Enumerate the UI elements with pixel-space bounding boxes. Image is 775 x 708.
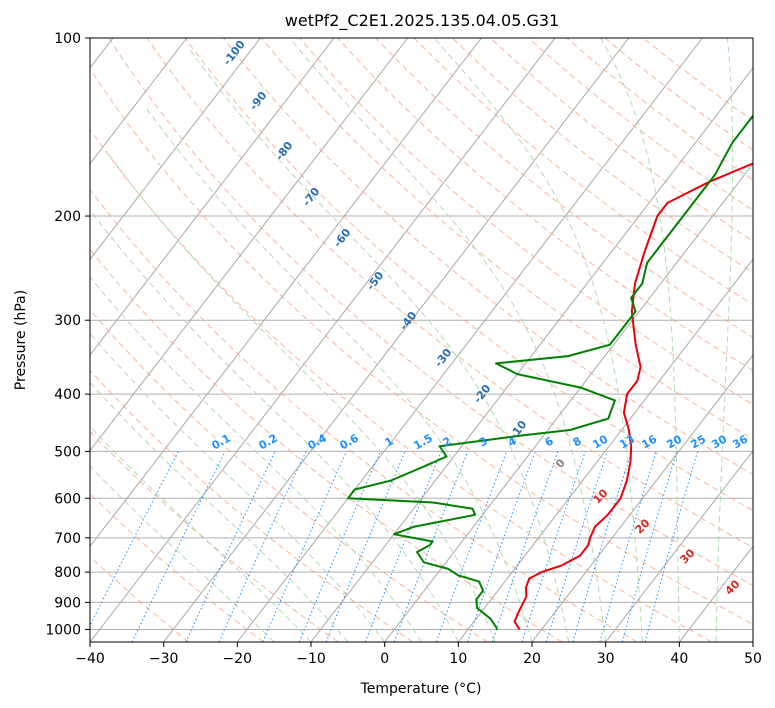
dry-adiabat-line bbox=[90, 188, 638, 642]
background-lines bbox=[90, 38, 753, 642]
dry-adiabat-line bbox=[90, 430, 339, 642]
mixing-ratio-line bbox=[90, 451, 179, 627]
moist-adiabat-line bbox=[90, 209, 459, 642]
x-tick-label: −20 bbox=[223, 651, 253, 667]
mixing-ratio-line bbox=[364, 451, 442, 642]
dry-adiabat-line bbox=[184, 38, 753, 512]
mixing-ratio-line bbox=[599, 451, 657, 642]
x-tick-label: 10 bbox=[449, 651, 467, 667]
mixing-ratio-line bbox=[621, 451, 678, 642]
y-tick-label: 200 bbox=[54, 209, 81, 225]
chart-title: wetPf2_C2E1.2025.135.04.05.G31 bbox=[285, 11, 559, 31]
dry-adiabat-line bbox=[90, 68, 753, 625]
x-tick-label: −10 bbox=[296, 651, 326, 667]
dewpoint-profile bbox=[347, 114, 753, 631]
dry-adiabat-line bbox=[337, 38, 753, 372]
moist-adiabat-line bbox=[289, 38, 607, 642]
mixing-ratio-line bbox=[262, 451, 348, 642]
x-axis-label: Temperature (°C) bbox=[360, 681, 482, 697]
y-tick-label: 500 bbox=[54, 444, 81, 460]
x-tick-label: −40 bbox=[75, 651, 105, 667]
y-tick-label: 1000 bbox=[45, 622, 81, 638]
isotherm-line bbox=[90, 38, 261, 261]
dry-adiabat-line bbox=[299, 38, 753, 406]
y-tick-label: 600 bbox=[54, 491, 81, 507]
dry-adiabat-line bbox=[90, 248, 563, 642]
plot-frame bbox=[89, 37, 754, 643]
dry-adiabat-line bbox=[90, 555, 190, 642]
mixing-ratio-line bbox=[325, 451, 406, 642]
dry-adiabat-line bbox=[108, 38, 753, 587]
mixing-ratio-line bbox=[467, 451, 536, 642]
mixing-ratio-line bbox=[545, 451, 608, 642]
mixing-ratio-line bbox=[491, 451, 559, 642]
y-tick-label: 700 bbox=[54, 531, 81, 547]
y-tick-label: 800 bbox=[54, 565, 81, 581]
x-tick-label: 0 bbox=[380, 651, 389, 667]
isotherm-line bbox=[531, 354, 753, 642]
moist-adiabat-line bbox=[90, 381, 349, 642]
moist-adiabat-line bbox=[90, 332, 386, 642]
x-tick-label: 50 bbox=[744, 651, 762, 667]
y-axis-label: Pressure (hPa) bbox=[13, 290, 29, 390]
y-tick-label: 900 bbox=[54, 595, 81, 611]
moist-adiabat-line bbox=[715, 38, 734, 642]
y-tick-label: 100 bbox=[54, 31, 81, 47]
mixing-ratio-line bbox=[521, 451, 586, 642]
isotherm-line bbox=[90, 38, 188, 165]
dry-adiabat-line bbox=[413, 38, 753, 306]
isotherm-line bbox=[457, 258, 753, 642]
moist-adiabat-line bbox=[105, 150, 496, 642]
dry-adiabat-line bbox=[90, 128, 712, 642]
x-tick-label: −30 bbox=[149, 651, 179, 667]
mixing-ratio-line bbox=[572, 451, 633, 642]
moist-adiabat-line bbox=[143, 105, 533, 642]
dry-adiabat-line bbox=[90, 308, 488, 642]
x-tick-label: 40 bbox=[670, 651, 688, 667]
isotherm-line bbox=[90, 38, 409, 452]
dry-adiabat-line bbox=[90, 369, 414, 642]
isotherm-line bbox=[90, 38, 556, 642]
moist-adiabat-line bbox=[90, 465, 275, 642]
moist-adiabat-line bbox=[433, 38, 643, 642]
x-tick-label: 20 bbox=[523, 651, 541, 667]
isotherm-line bbox=[384, 162, 753, 642]
moist-adiabat-line bbox=[190, 50, 570, 642]
moist-adiabat-line bbox=[600, 38, 680, 642]
dry-adiabat-line bbox=[375, 38, 753, 338]
isotherm-line bbox=[163, 38, 630, 642]
isotherm-line bbox=[605, 449, 753, 642]
mixing-ratio-line bbox=[435, 451, 508, 642]
temperature-profile bbox=[513, 162, 753, 631]
x-axis: −40 −30 −20 −10 0 10 20 30 40 50 bbox=[75, 642, 762, 667]
isotherm-line bbox=[90, 38, 335, 356]
profile-lines bbox=[347, 114, 753, 631]
y-tick-label: 400 bbox=[54, 387, 81, 403]
moist-adiabat-line bbox=[90, 276, 422, 642]
mixing-ratio-line bbox=[298, 451, 381, 642]
isotherm-line bbox=[90, 38, 482, 548]
x-tick-label: 30 bbox=[597, 651, 615, 667]
dry-adiabat-line bbox=[146, 38, 753, 549]
isotherm-line bbox=[236, 38, 703, 642]
mixing-ratio-line bbox=[393, 451, 469, 642]
mixing-ratio-line bbox=[644, 451, 699, 642]
y-tick-label: 300 bbox=[54, 313, 81, 329]
y-axis: 100 200 300 400 500 600 700 800 900 1000 bbox=[45, 31, 90, 638]
